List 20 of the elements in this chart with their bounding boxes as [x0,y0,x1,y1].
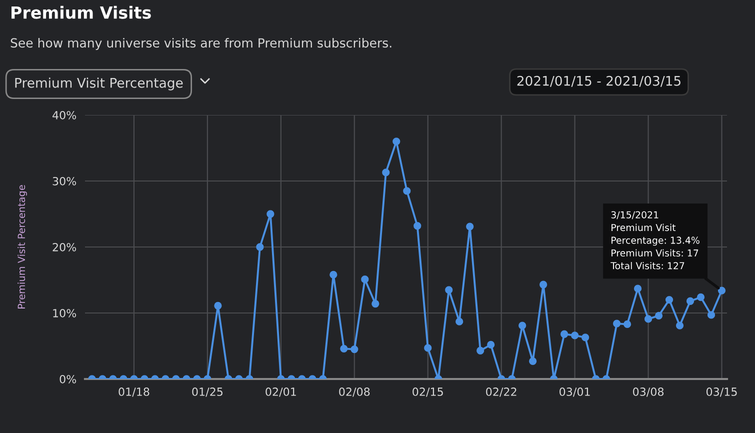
y-axis-title: Premium Visit Percentage [18,185,27,308]
y-tick-label: 20% [52,242,76,252]
x-tick-label: 02/15 [412,388,443,397]
x-tick-label: 02/08 [339,388,370,397]
y-tick-label: 40% [52,110,76,120]
y-tick-label: 0% [60,374,76,384]
text: 2021/01/15 - 2021/03/15 [517,76,680,87]
text: Premium Visit Percentage [15,78,183,90]
y-tick-label: 30% [52,176,76,186]
x-tick-label: 03/01 [560,388,590,397]
chart-subtitle: See how many universe visits are from Premium subscribers. [10,38,392,50]
y-tick-label: 10% [53,308,76,318]
x-tick-label: 01/18 [118,388,150,397]
x-tick-label: 03/15 [706,388,737,397]
x-tick-label: 02/22 [486,388,516,397]
chart-title: Premium Visits [12,6,151,19]
x-tick-label: 01/25 [192,388,222,397]
x-tick-label: 03/08 [633,388,664,397]
x-tick-label: 02/01 [266,388,296,397]
annotation: 3/15/2021 Premium Visit Percentage: 13.4% Premium Visits: 17 Total Visits: 127 [610,211,700,270]
